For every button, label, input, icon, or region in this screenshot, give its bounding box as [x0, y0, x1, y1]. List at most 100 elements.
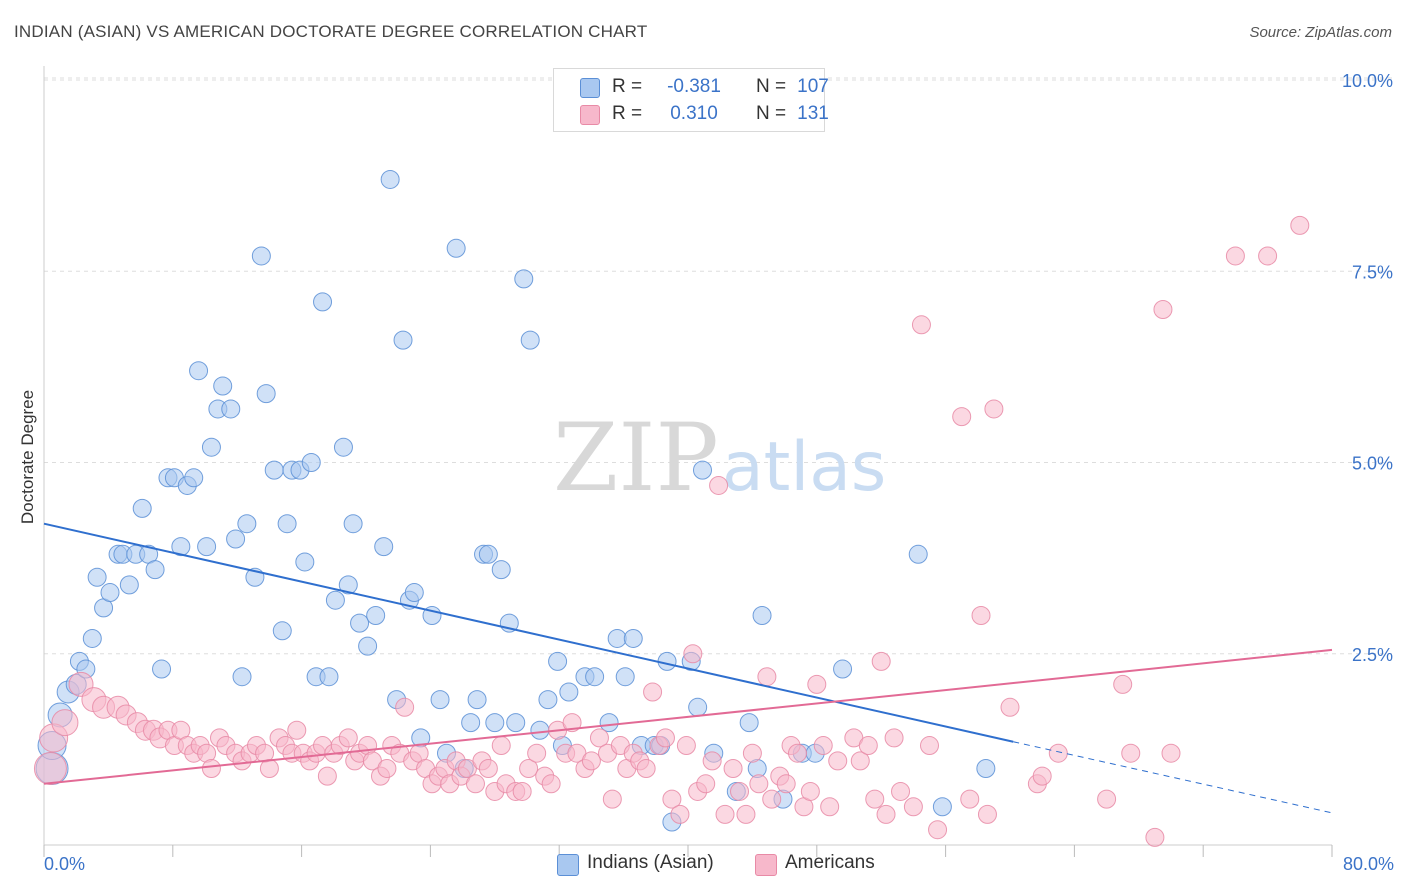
american-point — [884, 728, 904, 748]
american-point — [1113, 674, 1133, 694]
american-point — [903, 797, 923, 817]
indian-point — [226, 529, 246, 549]
indian-point — [908, 544, 928, 564]
indian-point — [87, 567, 107, 587]
indian-point — [615, 667, 635, 687]
american-point — [800, 781, 820, 801]
indian-point — [232, 667, 252, 687]
american-point — [1121, 743, 1141, 763]
indian-point — [833, 659, 853, 679]
american-point — [589, 728, 609, 748]
american-point — [871, 651, 891, 671]
indian-point — [559, 682, 579, 702]
indian-point — [333, 437, 353, 457]
x-tick-label: 0.0% — [44, 854, 85, 874]
american-point — [696, 774, 716, 794]
american-point — [702, 751, 722, 771]
indian-point — [358, 636, 378, 656]
american-point — [977, 804, 997, 824]
american-point — [643, 682, 663, 702]
indian-point — [152, 659, 172, 679]
indian-point — [189, 361, 209, 381]
american-point — [338, 728, 358, 748]
indian-point — [82, 628, 102, 648]
r-label: R = — [612, 103, 643, 124]
legend-swatch-pink — [755, 854, 777, 876]
american-point — [891, 781, 911, 801]
watermark-zip: ZIP — [553, 404, 719, 513]
indian-point — [201, 437, 221, 457]
american-point — [527, 743, 547, 763]
indian-point — [548, 651, 568, 671]
american-point — [1097, 789, 1117, 809]
indian-point — [446, 238, 466, 258]
indian-point — [404, 583, 424, 603]
indian-point — [530, 720, 550, 740]
american-point — [858, 736, 878, 756]
legend-label: Indians (Asian) — [587, 852, 714, 873]
american-point — [512, 781, 532, 801]
american-point — [928, 820, 948, 840]
indian-point — [514, 269, 534, 289]
american-point — [287, 720, 307, 740]
indian-point — [256, 384, 276, 404]
indian-point — [393, 330, 413, 350]
n-label: N = — [756, 76, 787, 97]
legend-swatch-pink — [580, 105, 600, 125]
indian-point — [221, 399, 241, 419]
indian-point — [319, 667, 339, 687]
american-point — [541, 774, 561, 794]
indian-point — [100, 583, 120, 603]
indian-point — [932, 797, 952, 817]
indian-point — [461, 713, 481, 733]
indian-point — [366, 606, 386, 625]
indian-point — [338, 575, 358, 595]
indian-point — [692, 460, 712, 480]
r-label: R = — [612, 76, 643, 97]
r-value: -0.381 — [667, 76, 721, 97]
series-legend: Indians (Asian) Americans — [0, 852, 1406, 878]
y-tick-label: 5.0% — [1352, 454, 1393, 474]
indian-point — [430, 690, 450, 710]
indian-trend-line — [43, 522, 1014, 743]
indian-point — [688, 697, 708, 717]
legend-swatch-blue — [580, 78, 600, 98]
indian-point — [213, 376, 233, 396]
american-point — [1048, 743, 1068, 763]
indian-point — [585, 667, 605, 687]
indian-point — [184, 468, 204, 488]
indian-point — [197, 537, 217, 557]
axes — [43, 66, 1333, 857]
american-point — [683, 644, 703, 664]
watermark: ZIP atlas — [553, 404, 886, 513]
indian-point — [272, 621, 292, 641]
indian-point — [739, 713, 759, 733]
american-point — [850, 751, 870, 771]
american-point — [1032, 766, 1052, 786]
american-point — [865, 789, 885, 809]
axis-labels: 2.5% 5.0% 7.5% 10.0% 0.0% 80.0% Doctorate Degr… — [18, 71, 1394, 874]
american-point — [960, 789, 980, 809]
american-point — [491, 736, 511, 756]
indian-point — [171, 537, 191, 557]
american-point — [465, 774, 485, 794]
indian-point — [599, 713, 619, 733]
legend-swatch-blue — [557, 854, 579, 876]
indian-point — [251, 246, 271, 266]
american-point — [395, 697, 415, 717]
american-trend-line — [43, 648, 1333, 785]
indian-point — [350, 613, 370, 633]
american-point — [723, 759, 743, 778]
american-point — [1258, 246, 1278, 266]
american-point — [709, 475, 729, 495]
american-point — [787, 743, 807, 763]
indian-point — [132, 498, 152, 518]
indian-point — [506, 713, 526, 733]
american-point — [762, 789, 782, 809]
american-point — [1000, 697, 1020, 717]
indian-point — [295, 552, 315, 572]
american-point — [911, 315, 931, 335]
american-point — [670, 804, 690, 824]
american-point — [562, 713, 582, 733]
american-point — [749, 774, 769, 794]
